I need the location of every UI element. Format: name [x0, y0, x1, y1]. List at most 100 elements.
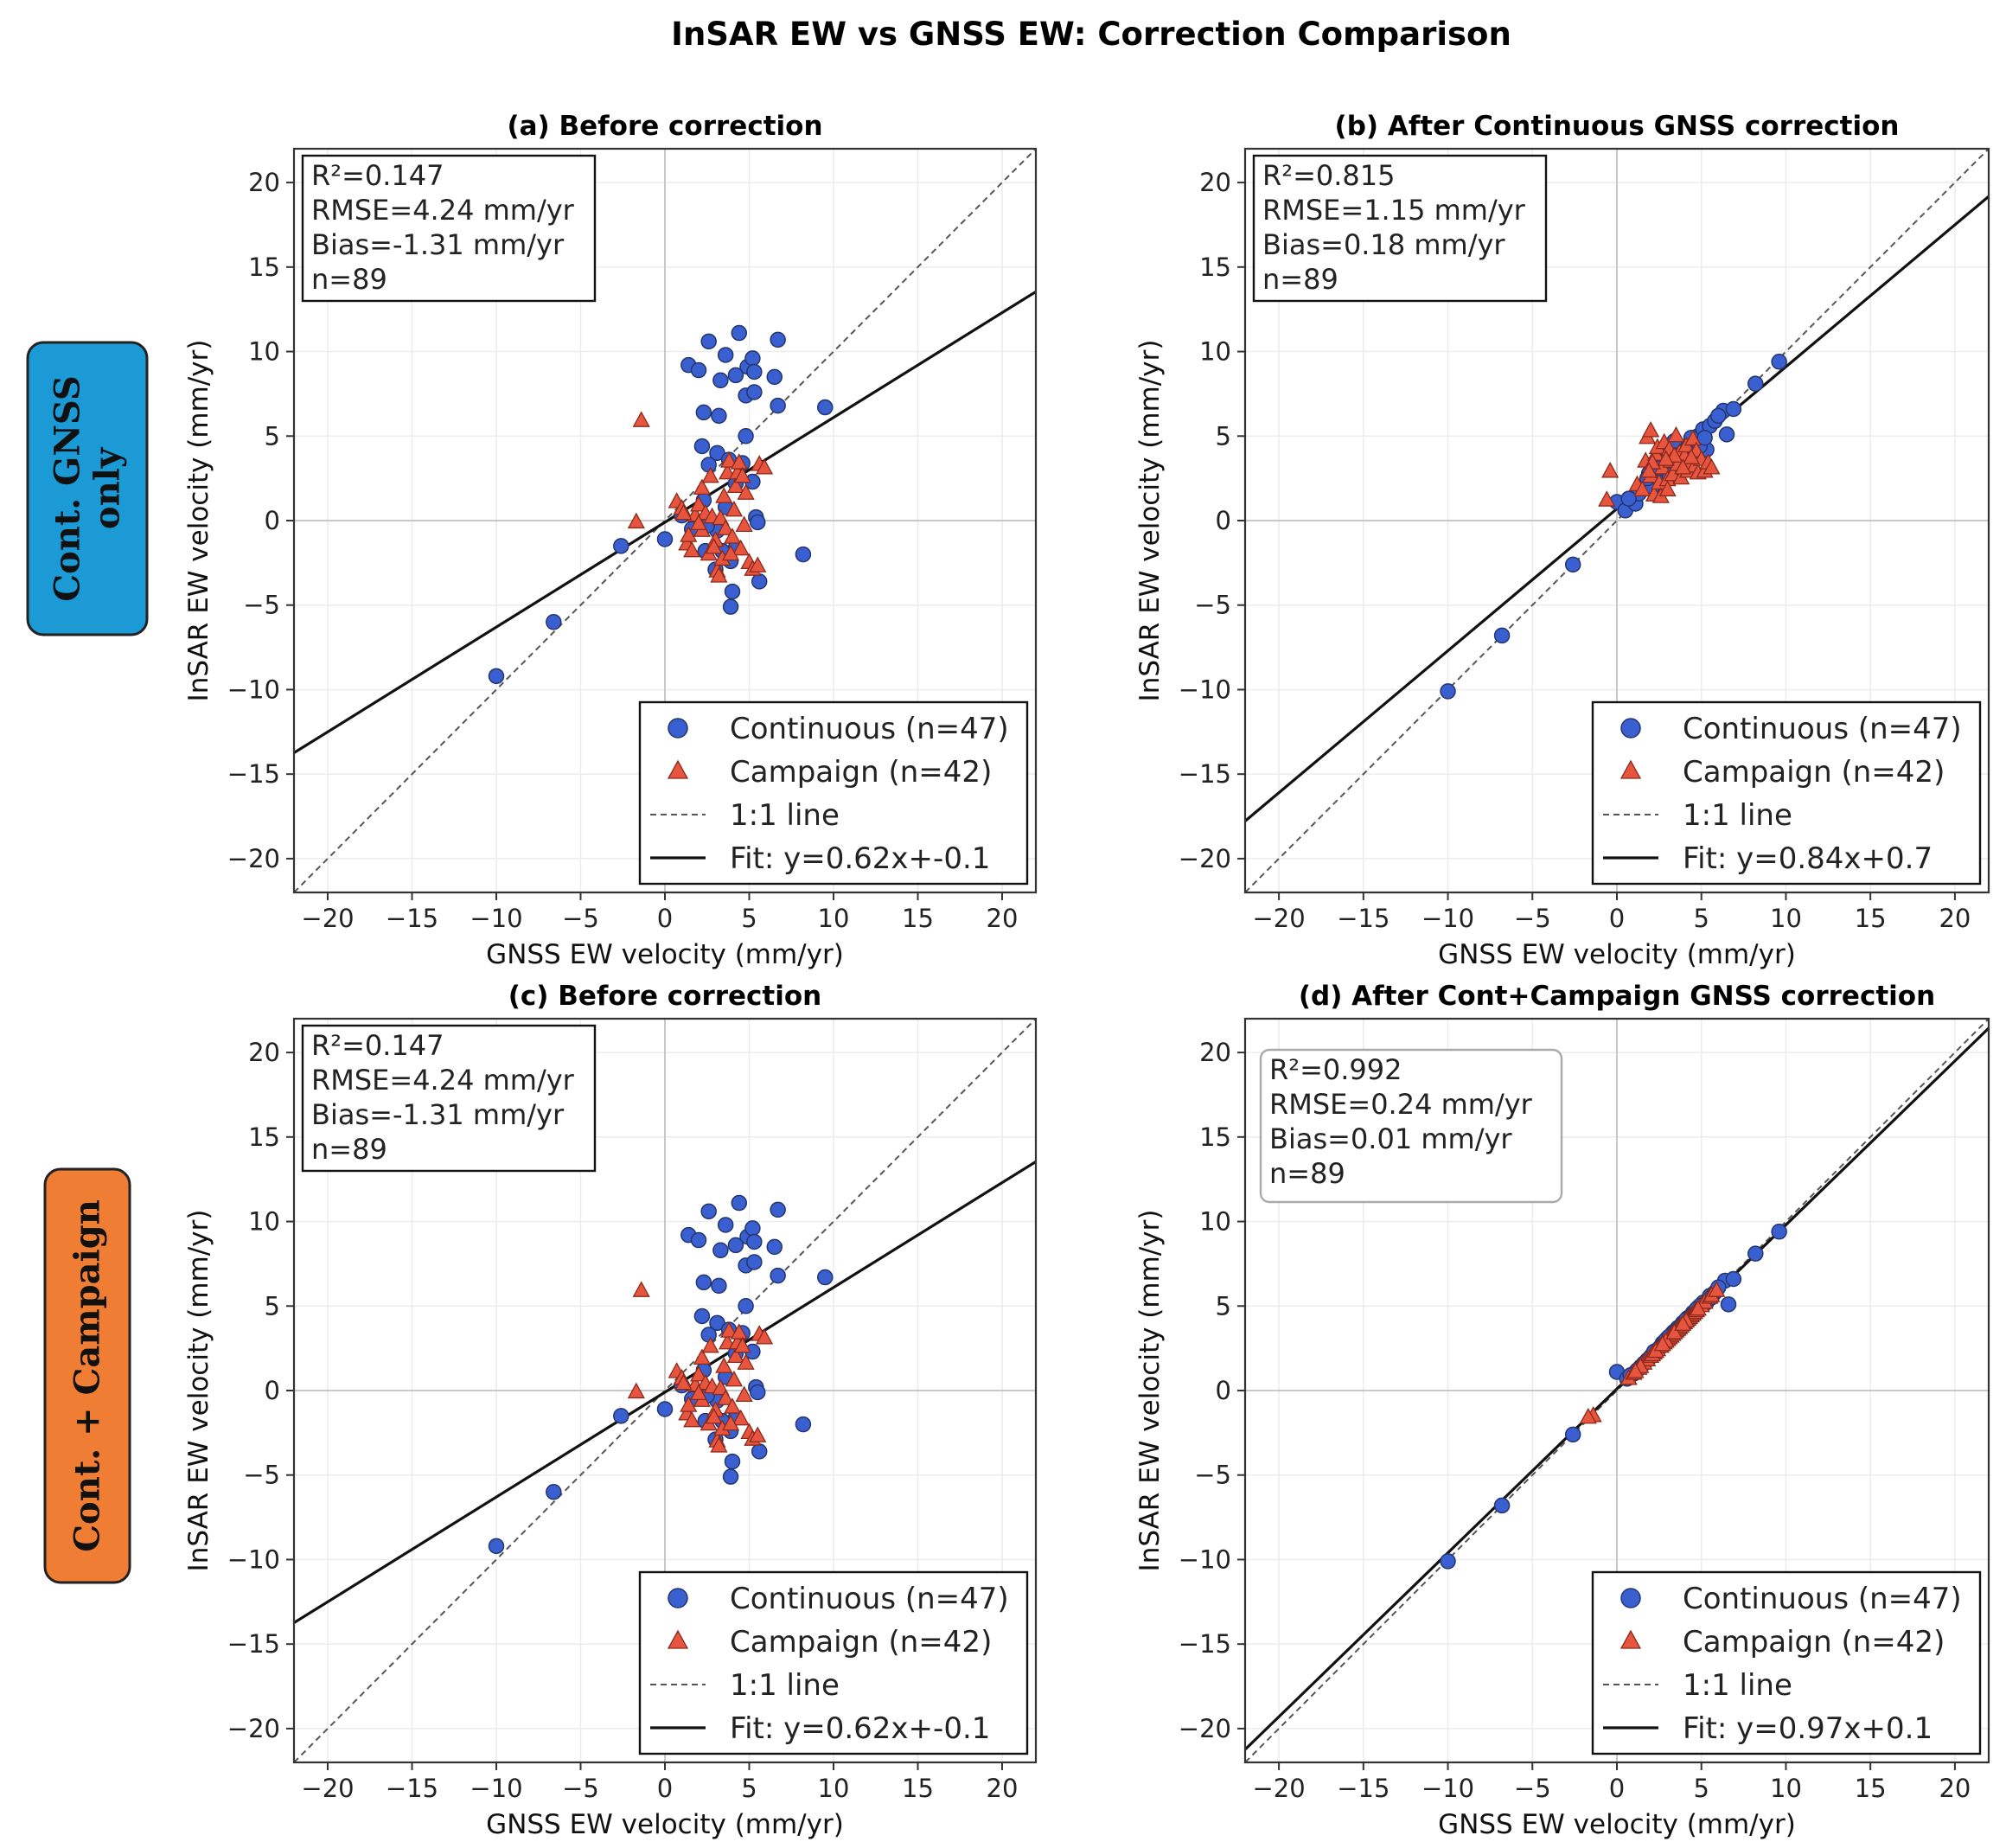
legend-frame [1591, 1570, 1982, 1755]
x-tick-label: −5 [1514, 904, 1551, 933]
continuous-point [693, 438, 711, 455]
x-tick-label: −20 [1252, 904, 1305, 933]
campaign-point [1653, 1334, 1671, 1352]
campaign-point [717, 519, 735, 535]
fit-line [294, 1160, 1036, 1624]
panels: −20 −20 −15 −15 −10 −10 −5 −5 0 0 5 5 10 10 15 15 20 20 (a… [183, 111, 1990, 1840]
panel-c: −20 −20 −15 −15 −10 −10 −5 −5 0 0 5 5 10 10 15 15 20 20 (c… [183, 981, 1038, 1840]
campaign-point [725, 1370, 744, 1387]
series-campaign [627, 411, 774, 583]
continuous-point [727, 1237, 744, 1254]
x-tick-label: −10 [1421, 904, 1474, 933]
continuous-point [751, 1443, 768, 1460]
legend-entry: Fit: y=0.62x+-0.1 [730, 1711, 990, 1746]
row-label-box [43, 1167, 131, 1584]
stats-line: RMSE=0.24 mm/yr [1269, 1088, 1533, 1121]
campaign-point [733, 466, 751, 483]
legend-campaign-marker [1619, 1629, 1642, 1649]
campaign-point [689, 496, 708, 512]
ticks: −20 −20 −15 −15 −10 −10 −5 −5 0 0 5 5 10 10 15 15 20 20 [1179, 1038, 1971, 1803]
continuous-point [693, 1308, 711, 1325]
campaign-point [689, 1384, 708, 1401]
campaign-point [731, 1409, 750, 1426]
x-tick-label: 20 [1939, 904, 1971, 933]
campaign-point [1640, 461, 1658, 478]
continuous-point [727, 367, 744, 384]
stats-box-frame [1259, 1048, 1563, 1204]
continuous-point [1725, 400, 1742, 418]
x-axis-label: GNSS EW velocity (mm/yr) [1438, 939, 1796, 970]
continuous-point [690, 1231, 707, 1249]
legend-entry: Campaign (n=42) [1683, 1625, 1945, 1659]
continuous-point [690, 361, 707, 379]
x-tick-label: −15 [386, 904, 438, 933]
campaign-point [721, 544, 740, 561]
ticks: −20 −20 −15 −15 −10 −10 −5 −5 0 0 5 5 10 10 15 15 20 20 [1179, 168, 1971, 933]
legend-entry: Continuous (n=47) [730, 1582, 1009, 1616]
campaign-point [1703, 458, 1721, 475]
plot-area [1245, 1019, 1989, 1762]
campaign-point [723, 528, 742, 544]
fit-line [1245, 1026, 1989, 1751]
legend: Continuous (n=47) Campaign (n=42) 1:1 line… [638, 700, 1029, 886]
campaign-point [1683, 429, 1703, 446]
legend-entry: Fit: y=0.62x+-0.1 [730, 841, 990, 876]
y-tick-label: 20 [1199, 168, 1231, 197]
campaign-point [1674, 458, 1692, 475]
campaign-point [720, 1321, 738, 1338]
continuous-point [709, 1314, 725, 1332]
y-tick-label: 5 [1216, 1291, 1231, 1320]
fit-line [294, 290, 1036, 754]
stats-line: n=89 [311, 1133, 387, 1166]
y-tick-label: 0 [265, 506, 280, 535]
y-tick-label: 15 [1199, 1122, 1231, 1152]
plot-area [294, 1019, 1036, 1762]
campaign-point [1633, 480, 1651, 496]
panel-title: (a) Before correction [507, 111, 822, 142]
continuous-point [750, 1384, 766, 1401]
stats-line: R²=0.815 [1262, 159, 1395, 192]
campaign-point [1641, 421, 1660, 438]
continuous-point [750, 514, 766, 531]
y-tick-label: −20 [1179, 844, 1231, 873]
continuous-point [1710, 407, 1727, 425]
campaign-point [1598, 490, 1616, 507]
panel-b: −20 −20 −15 −15 −10 −10 −5 −5 0 0 5 5 10 10 15 15 20 20 (b… [1134, 111, 1990, 970]
continuous-point [656, 531, 674, 547]
campaign-point [693, 478, 711, 496]
x-tick-label: −20 [1252, 1774, 1305, 1803]
x-tick-label: 10 [1770, 1774, 1802, 1803]
continuous-point [751, 573, 768, 590]
x-tick-label: −10 [470, 1774, 522, 1803]
plot-area [1245, 149, 1989, 892]
continuous-point [770, 1201, 786, 1218]
x-tick-label: 20 [987, 1774, 1019, 1803]
continuous-point [695, 1274, 712, 1291]
legend: Continuous (n=47) Campaign (n=42) 1:1 line… [1591, 700, 1982, 886]
y-tick-label: −15 [1179, 759, 1231, 789]
continuous-point [1771, 1224, 1787, 1240]
x-tick-label: 10 [818, 904, 850, 933]
continuous-point [1747, 1245, 1764, 1262]
legend-entry: Campaign (n=42) [730, 1625, 992, 1659]
campaign-point [726, 476, 744, 494]
legend-campaign-marker [667, 759, 689, 779]
campaign-point [733, 1336, 751, 1353]
legend-entry: Campaign (n=42) [1683, 755, 1945, 790]
x-tick-label: 5 [741, 904, 757, 933]
series-campaign [627, 1281, 774, 1453]
legend-entry: Continuous (n=47) [1683, 712, 1962, 746]
y-tick-label: −15 [227, 759, 280, 789]
y-tick-label: −5 [243, 591, 280, 620]
figure-title: InSAR EW vs GNSS EW: Correction Comparis… [671, 16, 1511, 53]
campaign-point [710, 1436, 728, 1453]
continuous-point [746, 1233, 763, 1250]
y-tick-label: −10 [227, 1544, 280, 1574]
continuous-point [695, 404, 712, 421]
campaign-point [1601, 461, 1619, 478]
continuous-point [488, 1538, 505, 1555]
series-continuous [488, 324, 834, 685]
